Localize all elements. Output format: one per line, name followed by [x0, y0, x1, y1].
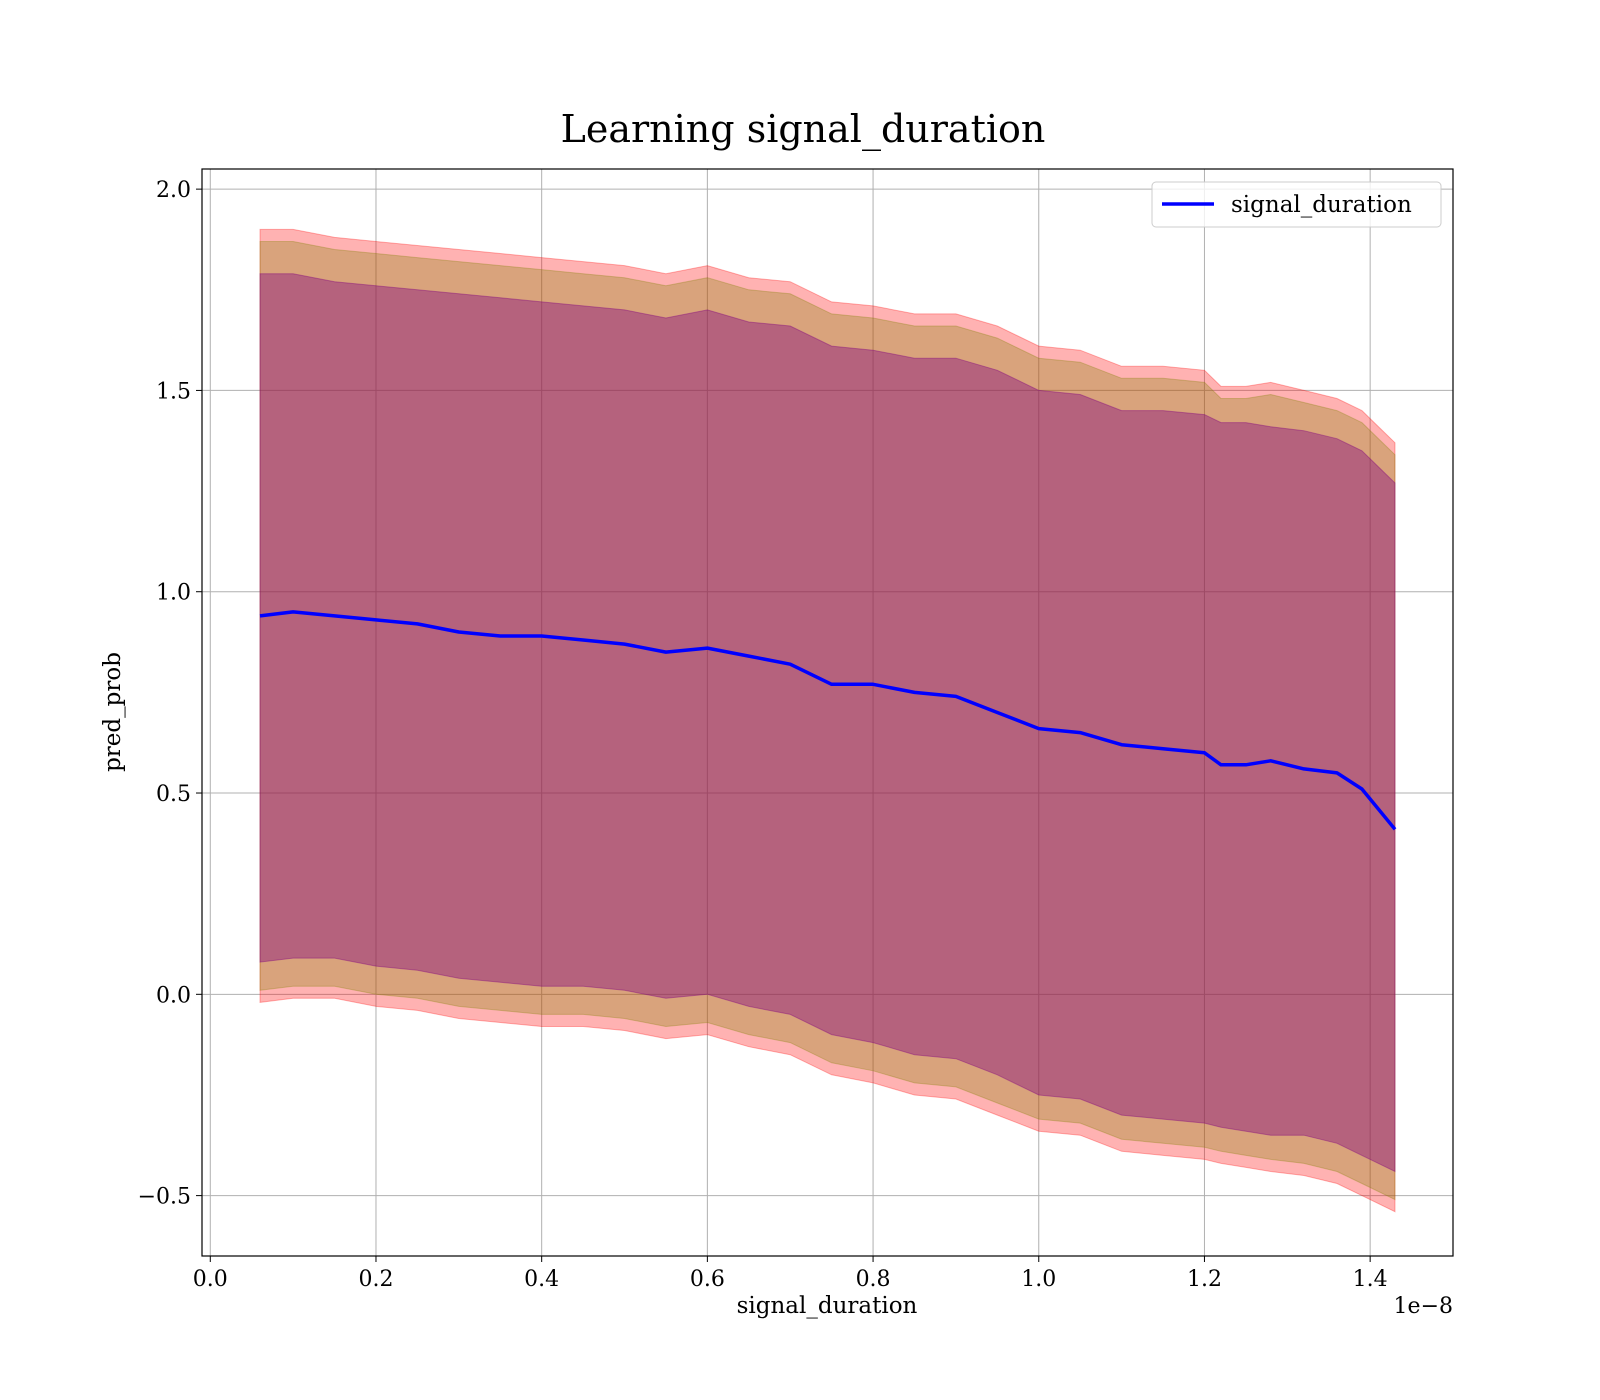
confidence-bands [260, 229, 1395, 1211]
x-axis-label: signal_duration [737, 1293, 918, 1319]
legend: signal_duration [1152, 182, 1441, 227]
x-axis-offset-label: 1e−8 [1394, 1294, 1453, 1319]
y-tick-label: −0.5 [138, 1185, 191, 1210]
chart-title: Learning signal_duration [561, 107, 1046, 152]
y-tick-label: 0.0 [156, 983, 191, 1008]
x-tick-label: 0.4 [524, 1267, 559, 1292]
x-tick-label: 0.0 [193, 1267, 228, 1292]
y-tick-label: 1.5 [156, 379, 191, 404]
y-axis-label: pred_prob [100, 652, 126, 772]
x-tick-label: 0.8 [856, 1267, 891, 1292]
y-tick-label: 0.5 [156, 782, 191, 807]
legend-label: signal_duration [1231, 192, 1412, 218]
x-tick-label: 1.2 [1187, 1267, 1222, 1292]
y-tick-label: 2.0 [156, 178, 191, 203]
x-tick-label: 0.2 [358, 1267, 393, 1292]
x-tick-label: 1.4 [1353, 1267, 1388, 1292]
x-tick-label: 1.0 [1021, 1267, 1056, 1292]
y-tick-label: 1.0 [156, 581, 191, 606]
x-tick-label: 0.6 [690, 1267, 725, 1292]
y-axis-ticks: −0.5 0.0 0.5 1.0 1.5 2.0 [138, 178, 202, 1209]
x-axis-ticks: 0.0 0.2 0.4 0.6 0.8 1.0 1.2 1.4 [193, 1256, 1388, 1292]
